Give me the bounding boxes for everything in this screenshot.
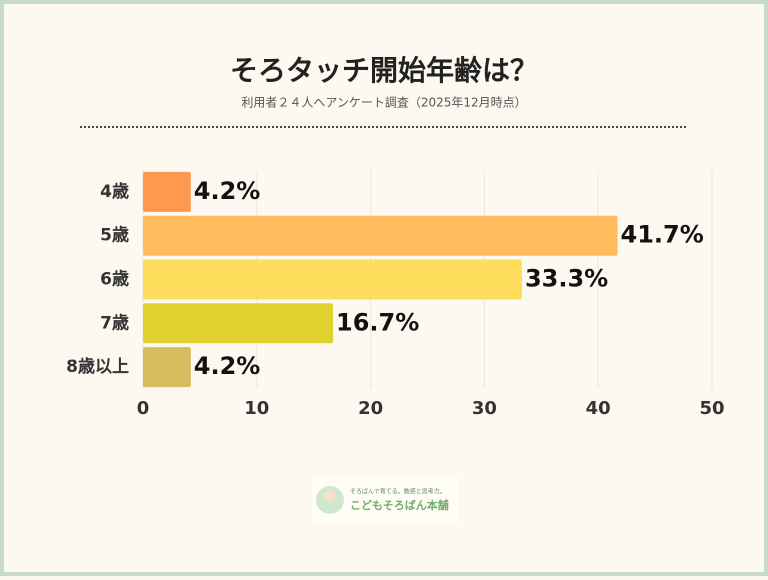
- x-tick-label: 10: [244, 398, 269, 419]
- x-tick-label: 40: [586, 398, 611, 419]
- logo: そろばんで育てる。数感と思考力。 こどもそろばん本舗: [312, 478, 458, 524]
- logo-face: [324, 490, 336, 502]
- data-label: 33.3%: [525, 265, 608, 293]
- y-tick-label: 8歳以上: [66, 356, 129, 377]
- x-tick-label: 0: [137, 398, 150, 419]
- x-tick-label: 30: [472, 398, 497, 419]
- logo-tagline: そろばんで育てる。数感と思考力。: [350, 488, 446, 496]
- chart-subtitle: 利用者２４人へアンケート調査（2025年12月時点）: [241, 96, 526, 110]
- data-label: 4.2%: [194, 352, 261, 380]
- bar: [143, 259, 522, 300]
- logo-name: こどもそろばん本舗: [350, 498, 449, 512]
- data-label: 4.2%: [194, 177, 261, 205]
- y-tick-label: 6歳: [100, 269, 129, 290]
- data-label: 16.7%: [336, 308, 419, 336]
- x-tick-label: 20: [358, 398, 383, 419]
- data-label: 41.7%: [621, 221, 704, 249]
- chart-title: そろタッチ開始年齢は？: [230, 54, 538, 87]
- y-tick-label: 5歳: [100, 225, 129, 246]
- bar: [143, 171, 191, 212]
- y-tick-label: 4歳: [100, 181, 129, 202]
- x-tick-label: 50: [699, 398, 724, 419]
- bar: [143, 347, 191, 388]
- y-tick-label: 7歳: [100, 312, 129, 333]
- bar: [143, 303, 334, 344]
- bar: [143, 215, 618, 256]
